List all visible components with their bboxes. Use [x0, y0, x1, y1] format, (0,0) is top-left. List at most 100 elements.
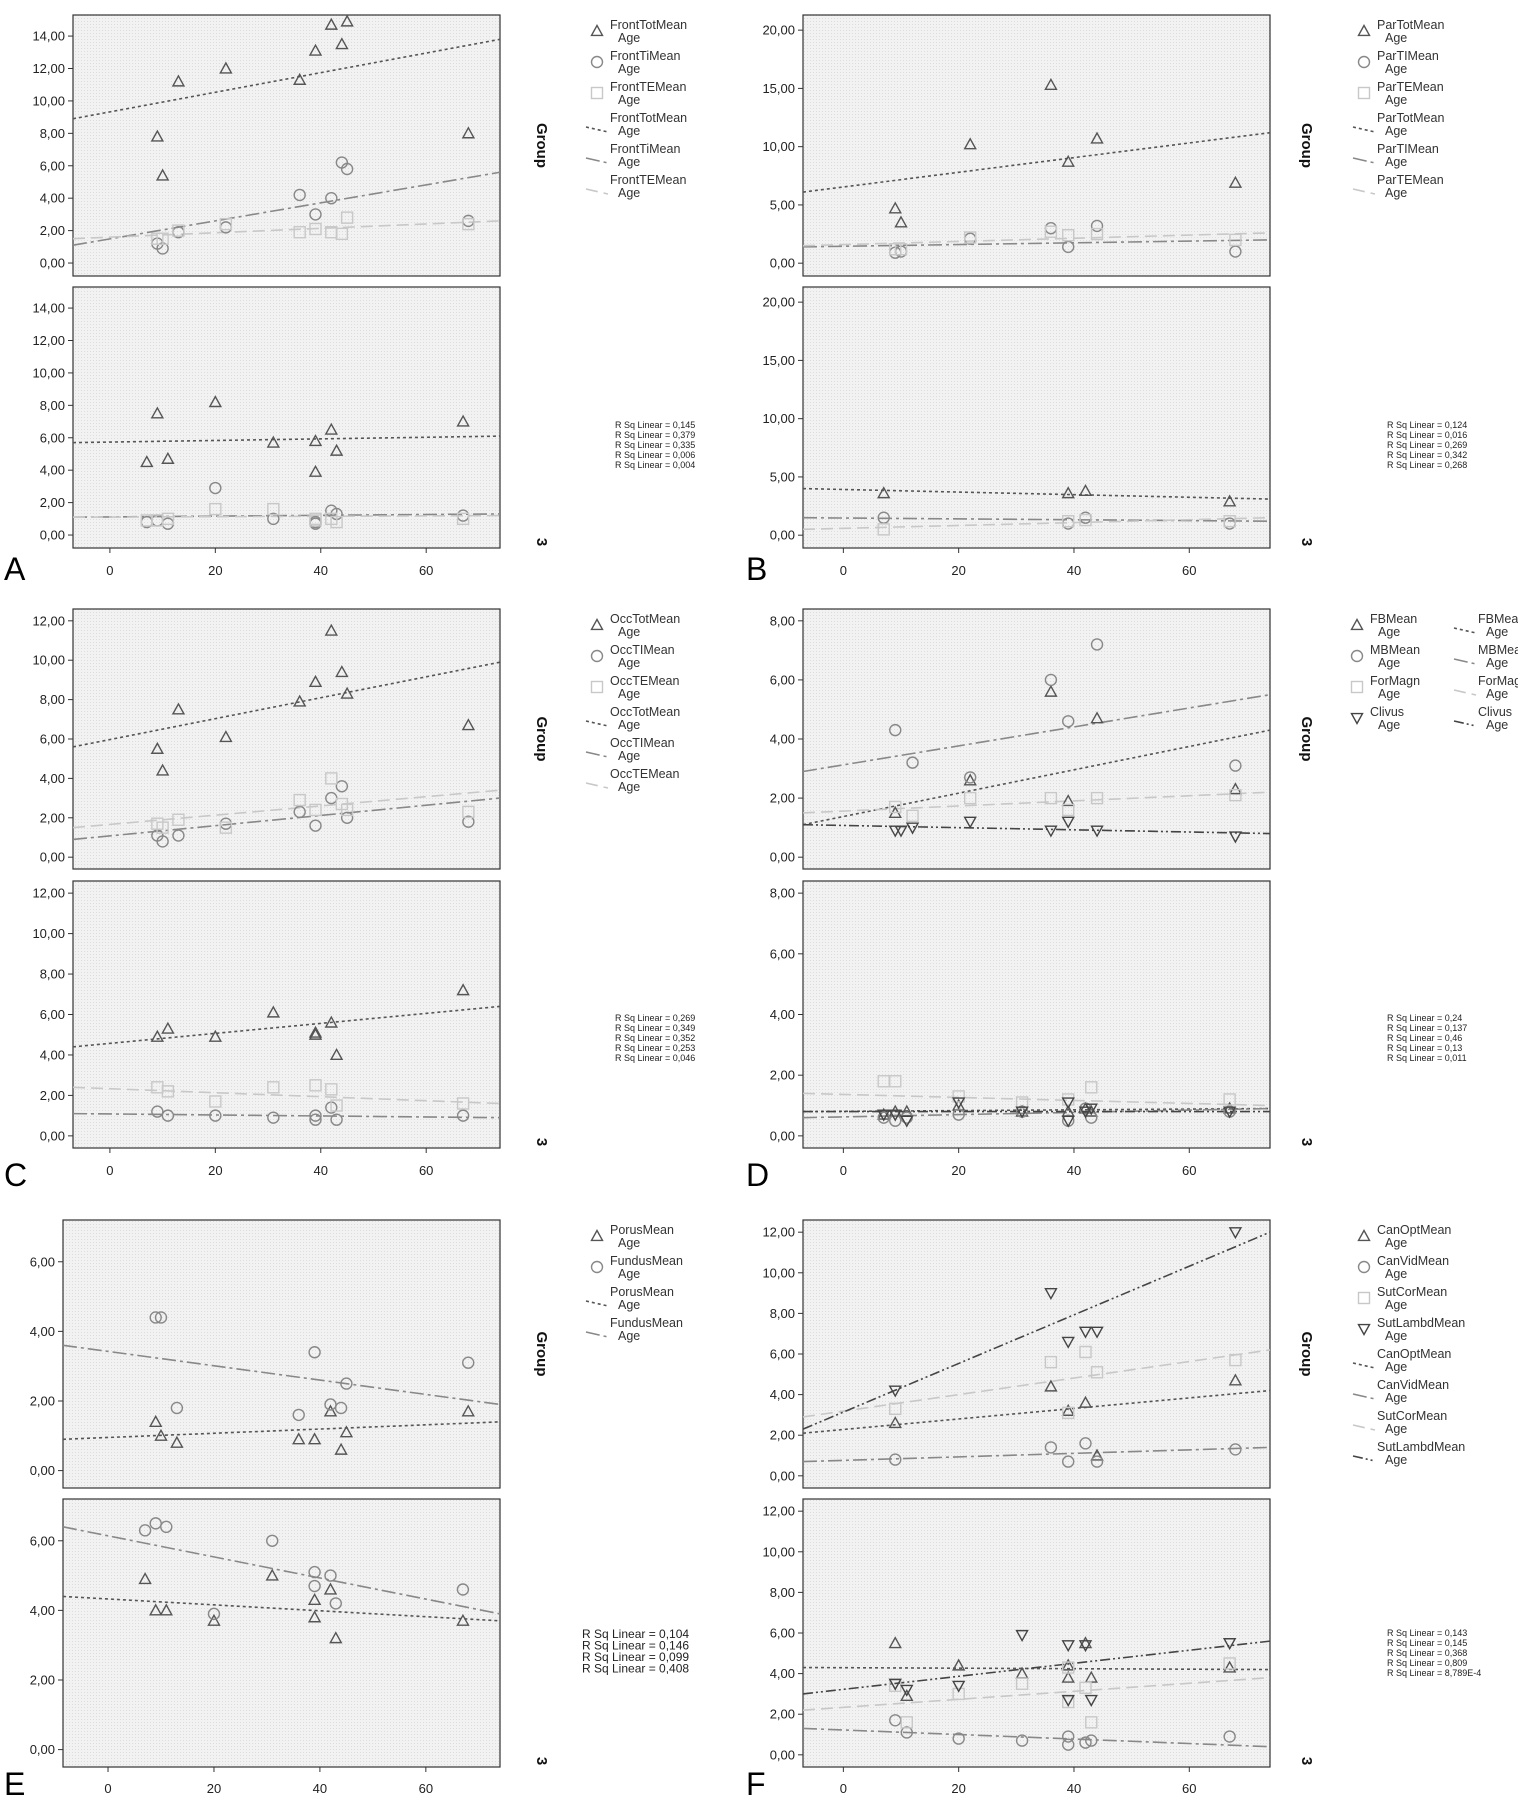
data-point-series-0 [155, 168, 170, 181]
y-tick-label: 10,00 [32, 653, 65, 668]
data-point-series-0 [1078, 1395, 1093, 1408]
data-point-series-1 [160, 1520, 173, 1534]
legend-marker [1357, 1291, 1371, 1305]
y-tick-label: 4,00 [30, 1603, 55, 1618]
data-point-series-0 [1061, 1403, 1075, 1416]
data-point-series-0 [265, 1568, 279, 1581]
facet-lower-label: 3 [1298, 1138, 1315, 1146]
data-point-series-2 [267, 502, 280, 516]
rsq-line: R Sq Linear = 0,24 [1387, 1013, 1462, 1023]
legend-label: CanOptMean [1377, 1347, 1451, 1361]
data-point-series-0 [150, 741, 165, 754]
data-point-series-2 [1090, 1366, 1104, 1379]
data-point-series-1 [906, 756, 919, 769]
legend-label: PorusMean [610, 1285, 674, 1299]
legend-line [1352, 1455, 1376, 1462]
legend-sublabel: Age [1378, 718, 1400, 732]
legend-sublabel: Age [1378, 687, 1400, 701]
y-tick-label: 12,00 [32, 61, 65, 76]
legend-sublabel: Age [1378, 625, 1400, 639]
legend: OccTotMeanAgeOccTIMeanAgeOccTEMeanAgeOcc… [585, 612, 680, 794]
data-point-series-2 [156, 821, 169, 834]
data-point-series-2 [877, 523, 890, 536]
fit-line-series-2 [802, 1349, 1271, 1418]
legend-sublabel: Age [1385, 1329, 1407, 1343]
fit-line-series-1 [72, 1112, 501, 1119]
legend-label: FrontTotMean [610, 111, 687, 125]
legend-marker [590, 618, 604, 631]
facet-title: Group [1298, 123, 1315, 168]
x-tick-label: 0 [106, 1163, 113, 1178]
legend-marker [1350, 618, 1364, 631]
data-point-series-0 [154, 1428, 168, 1441]
legend-sublabel: Age [1385, 186, 1407, 200]
legend-label: PorusMean [610, 1223, 674, 1237]
plot-area [802, 608, 1271, 870]
data-point-series-2 [340, 211, 354, 224]
fit-line-series-1 [802, 1446, 1271, 1463]
rsq-line: R Sq Linear = 0,016 [1387, 430, 1467, 440]
fit-line-series-2 [802, 516, 1271, 531]
legend-marker [1357, 1260, 1371, 1274]
y-tick-label: 6,00 [40, 430, 65, 445]
y-tick-label: 8,00 [40, 967, 65, 982]
rsq-line: R Sq Linear = 0,379 [615, 430, 695, 440]
data-point-series-0 [894, 215, 908, 228]
data-point-series-2 [889, 1402, 902, 1416]
y-tick-label: 0,00 [30, 1742, 55, 1757]
data-point-series-0 [208, 395, 223, 408]
legend: PorusMeanAgeFundusMeanAgePorusMeanAgeFun… [585, 1223, 683, 1343]
y-tick-label: 20,00 [762, 295, 795, 310]
legend-label: OccTIMean [610, 643, 675, 657]
legend-sublabel: Age [1385, 1298, 1407, 1312]
data-point-series-1 [1229, 1443, 1242, 1456]
data-point-series-0 [1044, 684, 1058, 697]
y-tick-label: 6,00 [770, 1626, 795, 1641]
legend-label: FrontTEMean [610, 80, 686, 94]
data-point-series-0 [161, 451, 175, 464]
rsq-line: R Sq Linear = 0,145 [615, 420, 695, 430]
y-tick-label: 2,00 [770, 1707, 795, 1722]
facet-lower-label: 3 [1298, 538, 1315, 546]
y-tick-label: 8,00 [770, 886, 795, 901]
legend-label: ForMagn [1370, 674, 1420, 688]
facet-title: Group [533, 1332, 550, 1377]
x-tick-label: 60 [419, 563, 433, 578]
fit-line-series-1 [802, 239, 1271, 248]
legend-label: Clivus [1478, 705, 1512, 719]
data-point-series-0 [888, 1104, 902, 1117]
data-point-series-0 [329, 1631, 343, 1644]
data-point-series-2 [894, 243, 908, 256]
data-point-series-1 [170, 1401, 184, 1415]
x-tick-label: 40 [1067, 563, 1081, 578]
fit-line-series-0 [72, 661, 501, 748]
plot-area [802, 880, 1271, 1149]
x-tick-label: 20 [208, 1163, 222, 1178]
panel-a: 0,00 2,00 4,00 6,00 8,00 10,00 12,00 14,00 Group… [4, 14, 695, 587]
legend-sublabel: Age [1385, 93, 1407, 107]
data-point-series-2 [1079, 513, 1092, 527]
data-point-series-0 [323, 1404, 338, 1417]
data-point-series-3 [900, 1684, 914, 1697]
data-point-series-0 [324, 623, 338, 636]
data-point-series-2 [1015, 1096, 1029, 1109]
panel-letter: C [4, 1157, 27, 1193]
data-point-series-0 [340, 14, 354, 27]
data-point-series-0 [308, 1027, 323, 1040]
y-tick-label: 4,00 [770, 1387, 795, 1402]
y-tick-label: 10,00 [762, 139, 795, 154]
data-point-series-3 [1228, 1227, 1243, 1240]
panel-f: 0,00 2,00 4,00 6,00 8,00 10,00 12,00 Group 0,00 2… [746, 1219, 1481, 1800]
data-point-series-3 [905, 822, 920, 835]
data-point-series-1 [340, 1377, 353, 1390]
data-point-series-0 [307, 1592, 322, 1606]
data-point-series-0 [308, 674, 323, 687]
